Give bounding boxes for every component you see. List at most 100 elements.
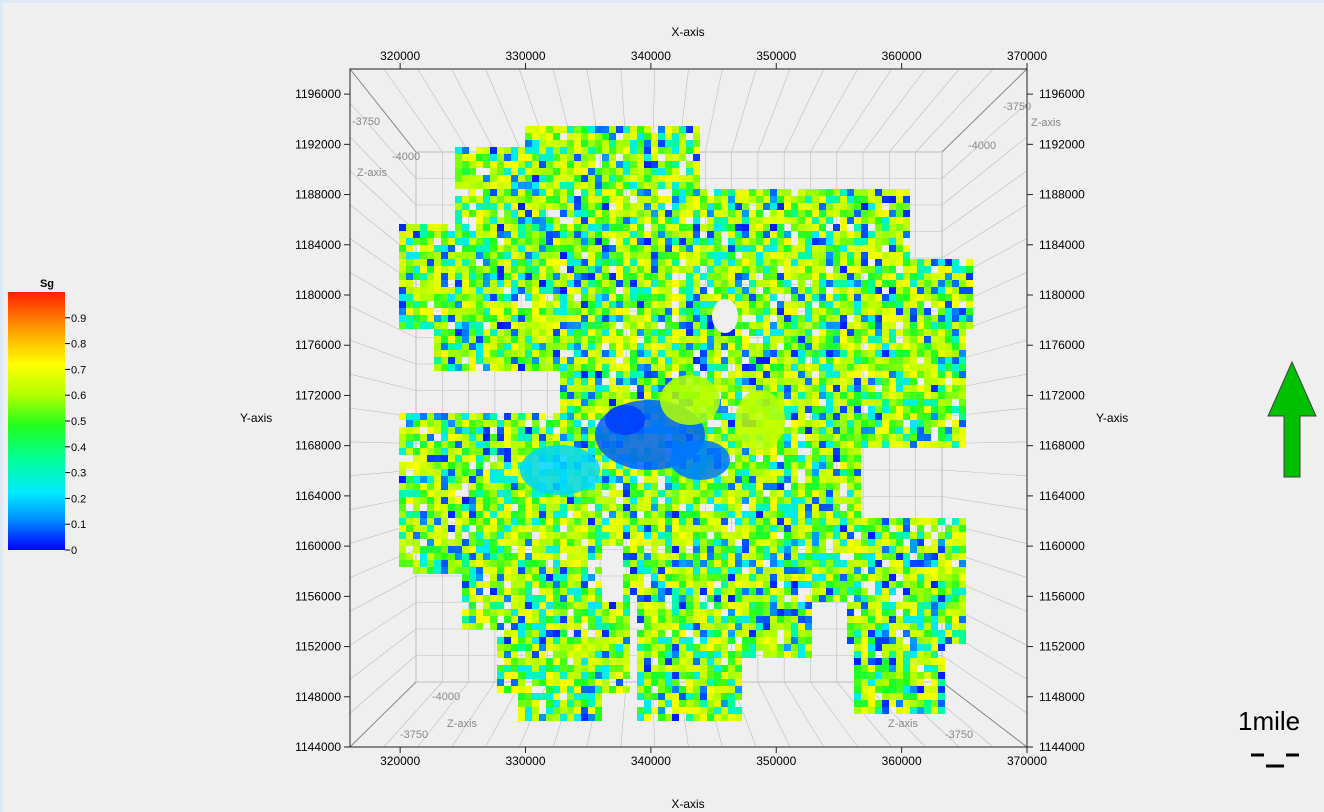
reservoir-cell [693,189,700,196]
reservoir-cell [574,413,581,420]
reservoir-cell [532,252,539,259]
reservoir-cell [588,189,595,196]
reservoir-cell [728,336,735,343]
reservoir-cell [665,259,672,266]
reservoir-cell [546,154,553,161]
reservoir-cell [406,560,413,567]
reservoir-cell [742,231,749,238]
reservoir-cell [413,497,420,504]
reservoir-cell [833,420,840,427]
reservoir-cell [490,434,497,441]
reservoir-cell [490,497,497,504]
reservoir-cell [721,434,728,441]
reservoir-cell [721,266,728,273]
reservoir-cell [546,329,553,336]
reservoir-cell [609,357,616,364]
reservoir-cell [854,287,861,294]
reservoir-cell [609,399,616,406]
reservoir-cell [938,420,945,427]
reservoir-cell [574,504,581,511]
reservoir-cell [784,287,791,294]
reservoir-cell [896,637,903,644]
reservoir-cell [693,343,700,350]
reservoir-cell [798,385,805,392]
reservoir-cell [700,574,707,581]
reservoir-cell [805,497,812,504]
reservoir-cell [819,273,826,280]
reservoir-cell [861,574,868,581]
reservoir-cell [931,525,938,532]
reservoir-cell [679,560,686,567]
reservoir-cell [889,609,896,616]
reservoir-cell [560,308,567,315]
reservoir-cell [742,553,749,560]
reservoir-cell [546,308,553,315]
reservoir-cell [581,245,588,252]
reservoir-cell [490,490,497,497]
reservoir-cell [875,553,882,560]
reservoir-cell [658,371,665,378]
reservoir-cell [406,539,413,546]
reservoir-cell [833,196,840,203]
reservoir-cell [623,168,630,175]
reservoir-cell [588,357,595,364]
reservoir-cell [553,567,560,574]
reservoir-cell [959,574,966,581]
reservoir-cell [861,553,868,560]
reservoir-cell [693,665,700,672]
reservoir-cell [637,154,644,161]
reservoir-cell [539,546,546,553]
reservoir-cell [609,497,616,504]
reservoir-cell [665,378,672,385]
reservoir-cell [588,546,595,553]
reservoir-cell [693,574,700,581]
reservoir-cell [658,140,665,147]
reservoir-cell [497,175,504,182]
reservoir-cell [567,588,574,595]
reservoir-cell [882,665,889,672]
reservoir-cell [721,413,728,420]
reservoir-cell [756,364,763,371]
reservoir-cell [938,609,945,616]
reservoir-cell [525,252,532,259]
reservoir-cell [924,637,931,644]
reservoir-cell [728,560,735,567]
reservoir-cell [854,266,861,273]
reservoir-cell [581,560,588,567]
reservoir-cell [952,630,959,637]
reservoir-cell [938,434,945,441]
reservoir-cell [917,294,924,301]
reservoir-cell [770,511,777,518]
reservoir-cell [840,322,847,329]
reservoir-cell [504,497,511,504]
reservoir-cell [511,511,518,518]
reservoir-cell [707,329,714,336]
reservoir-cell [490,231,497,238]
reservoir-cell [658,658,665,665]
reservoir-cell [462,308,469,315]
reservoir-cell [448,462,455,469]
reservoir-cell [798,462,805,469]
reservoir-cell [735,329,742,336]
reservoir-cell [595,133,602,140]
reservoir-cell [609,644,616,651]
grid-line-bottom-wall [451,681,496,748]
reservoir-cell [644,476,651,483]
reservoir-cell [560,364,567,371]
reservoir-cell [791,434,798,441]
reservoir-cell [784,434,791,441]
reservoir-cell [630,539,637,546]
reservoir-cell [560,581,567,588]
reservoir-cell [875,238,882,245]
reservoir-cell [749,539,756,546]
reservoir-cell [539,231,546,238]
reservoir-cell [840,273,847,280]
reservoir-cell [455,518,462,525]
reservoir-cell [903,343,910,350]
reservoir-cell [672,714,679,721]
reservoir-cell [434,567,441,574]
reservoir-cell [644,504,651,511]
reservoir-cell [847,308,854,315]
reservoir-cell [903,196,910,203]
reservoir-cell [840,469,847,476]
